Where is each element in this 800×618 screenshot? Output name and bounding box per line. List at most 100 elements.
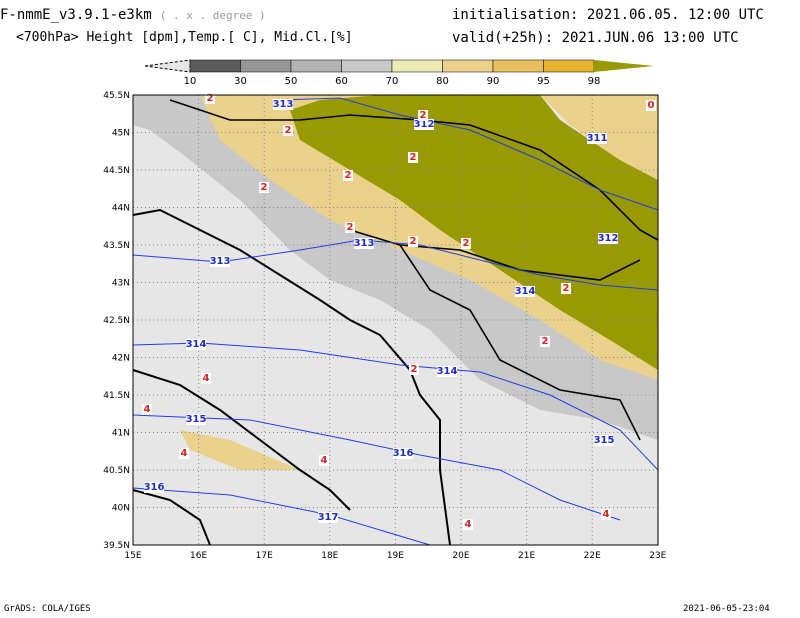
lon-label: 20E [452, 551, 469, 561]
height-contour-label: 313 [273, 99, 294, 110]
temperature-label: 2 [463, 238, 470, 249]
lon-label: 18E [321, 551, 338, 561]
temperature-label: 0 [648, 100, 655, 111]
render-timestamp: 2021-06-05-23:04 [683, 604, 770, 614]
temperature-label: 4 [181, 448, 188, 459]
temp-label-bg [205, 93, 215, 104]
border-line-2 [349, 229, 641, 441]
contour-label-bg [515, 286, 535, 297]
temp-label-bg [418, 110, 428, 121]
cloud-area-high [290, 95, 658, 370]
colorbar-swatch [543, 59, 595, 73]
temp-label-bg [408, 152, 418, 163]
height-contours [132, 97, 659, 546]
height-contour-label: 314 [186, 339, 207, 350]
temperature-label: 2 [410, 236, 417, 247]
temp-label-bg [345, 222, 355, 233]
temp-label-bg [561, 283, 571, 294]
height-contour-label: 315 [186, 414, 207, 425]
lon-label: 15E [124, 551, 141, 561]
contour-label-bg [144, 482, 164, 493]
temperature-label: 4 [603, 509, 610, 520]
colorbar: 10 30 50 60 70 80 90 95 98 [144, 59, 654, 87]
temp-label-bg [646, 100, 656, 111]
height-contour-label: 312 [598, 233, 619, 244]
lat-label: 39.5N [103, 541, 130, 551]
height-contour-label: 314 [437, 366, 458, 377]
height-contour-label: 315 [594, 435, 615, 446]
lat-label: 42.5N [103, 316, 130, 326]
temperature-label: 2 [563, 283, 570, 294]
temperature-label: 2 [347, 222, 354, 233]
cloud-area-mid [200, 95, 658, 380]
temperature-label: 2 [285, 125, 292, 136]
lat-label: 45N [112, 129, 130, 139]
colorbar-label: 80 [436, 76, 449, 87]
coastline [132, 208, 451, 546]
height-contour-label: 313 [210, 256, 231, 267]
units-label: ( . x . degree ) [159, 9, 266, 22]
lat-label: 41.5N [103, 391, 130, 401]
lon-label: 22E [584, 551, 601, 561]
colorbar-label: 10 [184, 76, 197, 87]
lat-label: 43N [112, 279, 130, 289]
coastline-south [132, 489, 211, 546]
temp-label-bg [409, 364, 419, 375]
grads-credit: GrADS: COLA/IGES [4, 604, 91, 614]
temp-label-bg [319, 455, 329, 466]
lon-label: 19E [387, 551, 404, 561]
temperature-label: 2 [261, 182, 268, 193]
colorbar-arrow-high [594, 60, 654, 72]
contour-label-bg [354, 238, 374, 249]
lat-label: 41N [112, 429, 130, 439]
lon-label: 16E [190, 551, 207, 561]
contour-label-bg [186, 414, 206, 425]
height-contour-label: 311 [587, 133, 608, 144]
lat-label: 44.5N [103, 166, 130, 176]
lon-label: 21E [518, 551, 535, 561]
temp-label-bg [343, 170, 353, 181]
temperature-label: 4 [321, 455, 328, 466]
lat-label: 45.5N [103, 91, 130, 101]
height-contour-label: 316 [393, 448, 414, 459]
contour-label-bg [437, 366, 457, 377]
contour-label-bg [393, 448, 413, 459]
temperature-label: 2 [411, 364, 418, 375]
height-contour-label: 312 [414, 119, 435, 130]
height-contour-label: 316 [144, 482, 165, 493]
lat-label: 42N [112, 354, 130, 364]
temp-label-bg [142, 404, 152, 415]
model-title: F-nmmE_v3.9.1-e3km( . x . degree ) [0, 7, 266, 23]
temp-label-bg [461, 238, 471, 249]
lon-label: 23E [649, 551, 666, 561]
temperature-label: 4 [203, 373, 210, 384]
map-area: 311 312 312 313 313 313 314 314 314 315 315 316 316 3… [103, 91, 666, 561]
colorbar-swatch [189, 59, 241, 73]
contour-label-bg [186, 339, 206, 350]
lat-label: 43.5N [103, 241, 130, 251]
contour-label-bg [273, 99, 293, 110]
height-contour-label: 314 [515, 286, 536, 297]
contour-label-bg [587, 133, 607, 144]
temperature-label: 4 [465, 519, 472, 530]
field-subtitle: <700hPa> Height [dpm],Temp.[ C], Mid.Cl.… [16, 30, 353, 45]
temperature-label: 4 [144, 404, 151, 415]
valid-time: valid(+25h): 2021.JUN.06 13:00 UTC [452, 30, 739, 46]
colorbar-label: 98 [588, 76, 601, 87]
lon-label: 17E [256, 551, 273, 561]
colorbar-swatch [240, 59, 292, 73]
temp-label-bg [283, 125, 293, 136]
temperature-label: 2 [410, 152, 417, 163]
temp-label-bg [601, 509, 611, 520]
colorbar-label: 70 [386, 76, 399, 87]
colorbar-label: 60 [335, 76, 348, 87]
temp-label-bg [259, 182, 269, 193]
temperature-label: 2 [542, 336, 549, 347]
contour-label-bg [598, 233, 618, 244]
colorbar-swatch [442, 59, 494, 73]
temp-label-bg [463, 519, 473, 530]
cloud-area-italy [180, 430, 300, 470]
temp-label-bg [540, 336, 550, 347]
